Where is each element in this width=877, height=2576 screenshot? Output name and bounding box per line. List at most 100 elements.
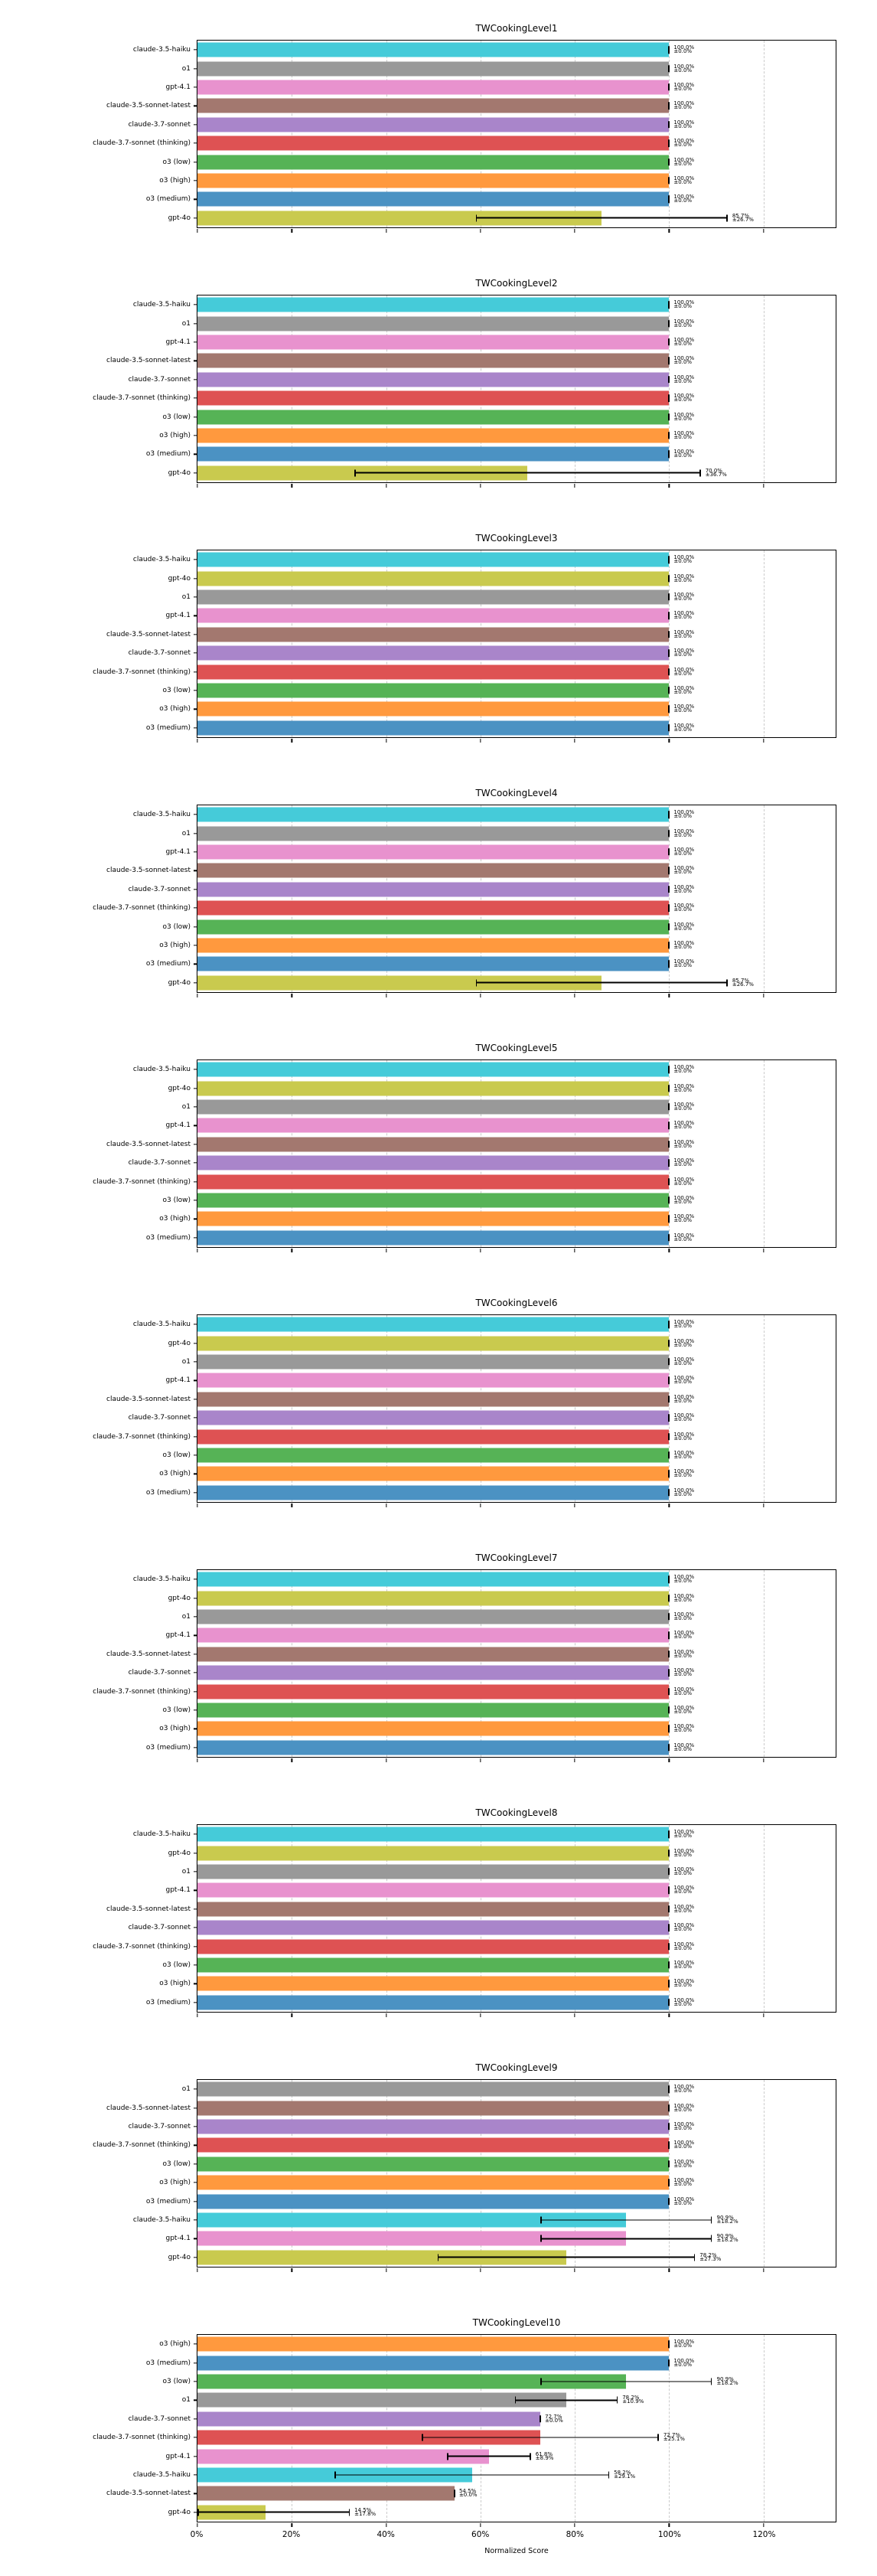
bar-row: claude-3.5-haiku 90.9% ±18.2%	[133, 2211, 836, 2229]
bar-row: claude-3.7-sonnet 100.0% ±0.0%	[129, 1154, 836, 1172]
x-tick	[480, 483, 481, 488]
error-cap	[668, 1631, 670, 1640]
y-tick	[193, 341, 197, 343]
value-label-score: 100.0%	[673, 1064, 695, 1071]
error-cap	[668, 1488, 670, 1497]
value-label-error: ±0.0%	[673, 198, 693, 204]
y-axis-label: o3 (low)	[162, 2377, 191, 2385]
y-tick	[193, 851, 197, 853]
chart-title: TWCookingLevel1	[475, 23, 558, 34]
y-axis-label: o3 (high)	[159, 705, 191, 713]
bar	[197, 1939, 670, 1954]
bar-row: claude-3.5-sonnet-latest 100.0% ±0.0%	[106, 1390, 836, 1409]
value-label-error: ±0.0%	[673, 377, 693, 384]
chart-title: TWCookingLevel10	[472, 2317, 561, 2328]
error-cap-left	[540, 2216, 542, 2224]
value-label: 100.0% ±0.0%	[673, 1885, 695, 1895]
value-label: 100.0% ±0.0%	[673, 1139, 694, 1148]
y-tick	[193, 49, 197, 51]
x-tick	[668, 1503, 670, 1507]
value-label: 100.0% ±0.0%	[673, 1631, 694, 1640]
y-axis-label: claude-3.5-sonnet-latest	[106, 102, 191, 110]
value-label-error: ±0.0%	[673, 2106, 693, 2113]
y-tick	[193, 1579, 197, 1580]
bar	[197, 589, 670, 605]
value-label: 58.2% ±29.1%	[614, 2470, 635, 2479]
chart-title: TWCookingLevel4	[475, 788, 558, 798]
bar	[197, 956, 670, 971]
value-label: 100.0% ±0.0%	[673, 884, 694, 893]
bar-row: o3 (high) 100.0% ±0.0%	[159, 2335, 836, 2353]
gridline	[669, 2335, 670, 2522]
y-axis-label: o3 (high)	[159, 1470, 191, 1478]
value-label-error: ±0.0%	[673, 1926, 693, 1933]
error-bar	[540, 2216, 712, 2224]
y-axis-label: claude-3.7-sonnet (thinking)	[93, 668, 191, 676]
value-label-error: ±10.9%	[622, 2398, 644, 2405]
bar-row: claude-3.7-sonnet 100.0% ±0.0%	[129, 1918, 836, 1937]
value-label-error: ±0.0%	[673, 1614, 693, 1621]
bar-row: claude-3.7-sonnet (thinking) 100.0% ±0.0%	[93, 389, 836, 407]
x-tick	[763, 2013, 765, 2017]
value-label-score: 100.0%	[673, 1885, 695, 1892]
y-tick	[193, 397, 197, 399]
value-label: 100.0% ±0.0%	[673, 1357, 694, 1366]
y-axis-label: claude-3.7-sonnet	[128, 1924, 191, 1932]
bar-row: claude-3.5-haiku 100.0% ±0.0%	[133, 41, 836, 59]
value-label-error: ±0.0%	[673, 831, 693, 838]
value-label-error: ±0.0%	[673, 1944, 693, 1951]
value-label-error: ±0.0%	[673, 1690, 693, 1696]
chart-panel: TWCookingLevel7 claude-3.5-haiku 100.0% ±0.…	[0, 1552, 877, 1807]
bar-row: claude-3.7-sonnet (thinking) 100.0% ±0.0%	[93, 1937, 836, 1955]
y-tick	[193, 1616, 197, 1618]
y-tick	[193, 2088, 197, 2090]
error-cap	[668, 83, 670, 91]
y-axis-label: o3 (medium)	[145, 1998, 191, 2006]
x-tick	[763, 2267, 765, 2272]
value-label-score: 100.0%	[673, 921, 695, 928]
value-label-score: 90.9%	[716, 2375, 734, 2382]
chart-panel: TWCookingLevel3 claude-3.5-haiku 100.0% ±0.…	[0, 533, 877, 788]
value-label: 100.0% ±0.0%	[673, 2140, 694, 2150]
y-axis-label: o3 (medium)	[145, 1488, 191, 1497]
error-bar	[334, 2471, 610, 2479]
value-label: 100.0% ±0.0%	[673, 555, 694, 564]
gridline	[386, 1315, 387, 1502]
value-label: 100.0% ±0.0%	[673, 1997, 694, 2006]
bar	[197, 1485, 670, 1500]
x-tick-label: 100%	[657, 2530, 681, 2539]
value-label: 100.0% ±0.0%	[673, 82, 694, 91]
error-cap	[668, 723, 670, 732]
error-cap	[668, 1141, 670, 1148]
bar	[197, 571, 670, 586]
value-label-error: ±18.2%	[716, 2237, 738, 2244]
error-cap	[668, 1687, 670, 1696]
value-label: 100.0% ±0.0%	[673, 1083, 694, 1092]
error-cap-right	[726, 979, 728, 987]
value-label-score: 100.0%	[673, 156, 695, 163]
value-label: 100.0% ±0.0%	[673, 45, 694, 54]
y-axis-label: o3 (low)	[162, 1706, 191, 1714]
bar-row: gpt-4.1 100.0% ±0.0%	[165, 1116, 836, 1135]
bar	[197, 645, 670, 661]
y-axis-label: claude-3.5-sonnet-latest	[106, 1395, 191, 1403]
y-axis-label: o1	[181, 593, 191, 601]
value-label: 100.0% ±0.0%	[673, 828, 694, 838]
value-label-error: ±0.0%	[673, 1851, 693, 1858]
y-axis-label: claude-3.5-haiku	[132, 2470, 191, 2479]
value-label-score: 100.0%	[673, 1611, 695, 1618]
error-cap	[668, 376, 670, 384]
y-tick	[193, 1087, 197, 1089]
value-label: 100.0% ±0.0%	[673, 318, 694, 328]
value-label-score: 90.9%	[716, 2233, 734, 2240]
y-tick	[193, 2399, 197, 2401]
bar	[197, 1174, 670, 1190]
y-axis-label: claude-3.7-sonnet	[128, 649, 191, 658]
error-cap	[668, 195, 670, 204]
y-axis-label: claude-3.5-sonnet-latest	[106, 630, 191, 638]
value-label-error: ±0.0%	[673, 1379, 693, 1386]
y-axis-label: o3 (low)	[162, 158, 191, 166]
value-label-score: 100.0%	[673, 175, 695, 181]
bar	[197, 900, 670, 916]
error-cap	[668, 960, 670, 968]
